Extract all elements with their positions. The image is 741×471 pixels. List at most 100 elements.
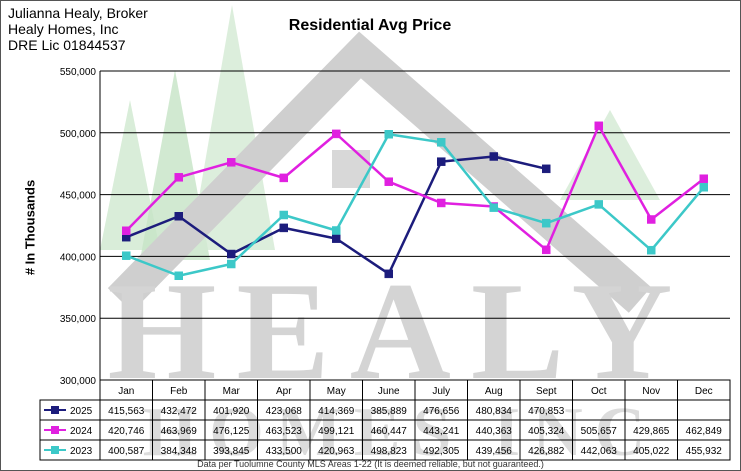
data-label: 426,882	[528, 446, 565, 457]
point-2024	[384, 177, 393, 186]
data-label: 460,447	[371, 426, 408, 437]
data-label: 393,845	[213, 446, 250, 457]
healy-homes-watermark: HEALY HOMES INC	[100, 5, 673, 471]
data-label: 492,305	[423, 446, 460, 457]
x-tick-label: Apr	[276, 386, 292, 397]
point-2024	[332, 129, 341, 139]
license-number: DRE Lic 01844537	[8, 37, 126, 53]
plot-grid	[99, 70, 730, 381]
x-tick-label: Dec	[695, 386, 713, 397]
data-label: 429,865	[633, 426, 670, 437]
point-2024	[647, 215, 656, 224]
point-2023	[122, 251, 131, 260]
point-2024	[227, 158, 236, 167]
point-2024	[542, 245, 551, 255]
point-2025	[489, 152, 498, 161]
data-label: 405,324	[528, 426, 565, 437]
point-2023	[384, 130, 393, 139]
data-table: Jan Feb Mar Apr May June July Aug Sept Oct Nov Dec 2…	[39, 379, 731, 461]
footer-note: Data per Tuolumne County MLS Areas 1-22 …	[197, 459, 544, 469]
data-label: 476,656	[423, 406, 460, 417]
legend-label-2025: 2025	[70, 406, 93, 417]
series-line-2024	[125, 124, 705, 252]
series-line-2023	[125, 133, 705, 277]
point-2024	[437, 198, 446, 208]
x-tick-label: Nov	[642, 386, 660, 397]
data-label: 463,523	[266, 426, 303, 437]
legend-marker-2025	[51, 406, 59, 414]
data-label: 440,363	[476, 426, 513, 437]
x-tick-label: Feb	[170, 386, 188, 397]
y-tick-label: 450,000	[60, 191, 97, 202]
point-2025	[542, 164, 551, 174]
point-2024	[174, 173, 183, 182]
point-2024	[122, 226, 131, 236]
data-label: 385,889	[371, 406, 408, 417]
point-2025	[174, 212, 183, 221]
legend-label-2024: 2024	[70, 426, 93, 437]
data-label: 499,121	[318, 426, 355, 437]
point-2025	[279, 223, 288, 233]
data-label: 405,022	[633, 446, 670, 457]
x-tick-label: May	[327, 386, 346, 397]
data-label: 432,472	[161, 406, 198, 417]
point-2023	[699, 183, 708, 192]
data-label: 480,834	[476, 406, 513, 417]
y-tick-label: 300,000	[60, 376, 97, 387]
x-tick-label: Jan	[118, 386, 134, 397]
data-label: 423,068	[266, 406, 303, 417]
point-2023	[227, 259, 236, 269]
point-2023	[332, 226, 341, 235]
broker-info: Julianna Healy, Broker Healy Homes, Inc …	[8, 5, 148, 53]
point-2023	[437, 138, 446, 147]
data-label: 414,369	[318, 406, 355, 417]
data-label: 443,241	[423, 426, 460, 437]
point-2023	[647, 245, 656, 255]
data-label: 401,920	[213, 406, 250, 417]
y-tick-label: 350,000	[60, 314, 97, 325]
x-tick-label: Mar	[223, 386, 241, 397]
x-tick-label: June	[378, 386, 400, 397]
data-label: 463,969	[161, 426, 198, 437]
x-tick-label: Oct	[591, 386, 607, 397]
legend-marker-2024	[51, 426, 59, 434]
data-label: 462,849	[686, 426, 723, 437]
watermark-window	[332, 150, 370, 188]
y-tick-label: 400,000	[60, 252, 97, 263]
data-label: 400,587	[108, 446, 145, 457]
x-tick-label: Sept	[536, 386, 557, 397]
point-2025	[227, 249, 236, 259]
data-label: 442,063	[581, 446, 618, 457]
data-label: 439,456	[476, 446, 513, 457]
point-2025	[332, 234, 341, 243]
data-label: 415,563	[108, 406, 145, 417]
data-label: 455,932	[686, 446, 723, 457]
data-label: 470,853	[528, 406, 565, 417]
y-tick-label: 550,000	[60, 67, 97, 78]
chart-title: Residential Avg Price	[288, 17, 452, 34]
point-2023	[542, 218, 551, 228]
point-2024	[699, 174, 708, 183]
data-label: 420,746	[108, 426, 145, 437]
watermark-roof	[107, 31, 652, 313]
point-2025	[384, 269, 393, 279]
point-2023	[594, 200, 603, 209]
data-label: 384,348	[161, 446, 198, 457]
watermark-tree-right	[560, 110, 660, 200]
y-axis-ticks: 300,000 350,000 400,000 450,000 500,000 550,0…	[60, 67, 97, 387]
company-name: Healy Homes, Inc	[8, 21, 119, 37]
point-2023	[174, 271, 183, 280]
x-tick-label: Aug	[485, 386, 503, 397]
point-2025	[437, 157, 446, 166]
y-axis-label: # In Thousands	[22, 179, 38, 276]
data-label: 498,823	[371, 446, 408, 457]
point-2024	[279, 173, 288, 183]
data-label: 505,657	[581, 426, 618, 437]
legend-label-2023: 2023	[70, 446, 93, 457]
point-2024	[594, 121, 603, 131]
series-lines	[122, 121, 708, 280]
y-tick-label: 500,000	[60, 129, 97, 140]
x-tick-label: July	[432, 386, 450, 397]
data-label: 433,500	[266, 446, 303, 457]
